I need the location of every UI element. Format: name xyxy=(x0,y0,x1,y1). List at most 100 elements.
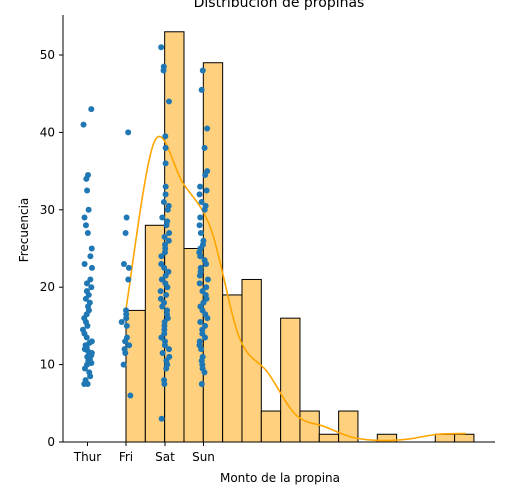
strip-point-sun xyxy=(196,272,203,279)
strip-point-sat xyxy=(162,272,169,279)
strip-point-sat xyxy=(164,206,171,213)
strip-point-sat xyxy=(163,365,170,372)
strip-point-sun xyxy=(204,276,211,283)
strip-point-sat xyxy=(162,144,169,151)
strip-point-sun xyxy=(198,346,205,353)
chart-title: Distribución de propinas xyxy=(194,0,365,11)
strip-points xyxy=(80,44,211,422)
strip-point-sun xyxy=(202,334,209,341)
strip-point-thur xyxy=(83,334,90,341)
histogram-bar xyxy=(202,62,224,443)
strip-point-sun xyxy=(203,260,210,267)
strip-point-fri xyxy=(120,260,127,267)
strip-point-sun xyxy=(203,187,210,194)
strip-point-sun xyxy=(198,380,205,387)
strip-point-sat xyxy=(161,380,168,387)
strip-point-sun xyxy=(201,206,208,213)
strip-point-sun xyxy=(196,222,203,229)
histogram-bar xyxy=(454,433,475,443)
histogram-bar xyxy=(299,410,320,443)
strip-point-sat xyxy=(159,303,166,310)
axes: 0 10 20 30 40 50 Thur Fri Sat Sun xyxy=(40,15,495,464)
strip-point-sat xyxy=(162,183,169,190)
strip-point-thur xyxy=(88,106,95,113)
strip-point-sat xyxy=(163,222,170,229)
strip-point-fri xyxy=(122,230,129,237)
histogram-bar xyxy=(434,433,456,443)
x-tick-label: Sat xyxy=(155,450,175,464)
histogram-bar xyxy=(241,278,262,443)
strip-point-fri xyxy=(125,129,132,136)
strip-point-thur xyxy=(82,222,89,229)
strip-point-fri xyxy=(123,322,130,329)
strip-point-sun xyxy=(197,319,204,326)
strip-point-thur xyxy=(88,245,95,252)
strip-point-thur xyxy=(81,365,88,372)
strip-point-sat xyxy=(162,133,169,140)
histogram-bar xyxy=(318,433,340,443)
strip-point-thur xyxy=(82,295,89,302)
strip-point-fri xyxy=(120,361,127,368)
strip-point-fri xyxy=(122,349,129,356)
x-axis-label: Monto de la propina xyxy=(220,471,340,485)
y-tick-label: 20 xyxy=(40,280,55,294)
strip-point-sun xyxy=(197,214,204,221)
strip-point-sun xyxy=(198,199,205,206)
x-tick-label: Thur xyxy=(73,450,102,464)
strip-point-sun xyxy=(203,284,210,291)
strip-point-sat xyxy=(162,191,169,198)
strip-point-thur xyxy=(81,214,88,221)
strip-point-thur xyxy=(85,206,92,213)
strip-point-sat xyxy=(160,67,167,74)
y-axis-label: Frecuencia xyxy=(17,198,31,263)
y-tick-label: 10 xyxy=(40,358,55,372)
strip-point-sat xyxy=(157,288,164,295)
strip-point-sun xyxy=(196,280,203,287)
strip-point-thur xyxy=(87,276,94,283)
strip-point-fri xyxy=(126,342,133,349)
strip-point-sat xyxy=(158,44,165,51)
strip-point-thur xyxy=(81,380,88,387)
x-tick-label: Fri xyxy=(119,450,133,464)
histogram-bar xyxy=(125,309,146,443)
histogram-bars xyxy=(125,31,475,443)
strip-point-fri xyxy=(123,214,130,221)
strip-point-fri xyxy=(125,276,132,283)
strip-point-sat xyxy=(159,214,166,221)
strip-point-sat xyxy=(158,276,165,283)
strip-point-sun xyxy=(199,67,206,74)
strip-point-thur xyxy=(88,284,95,291)
strip-point-sat xyxy=(164,284,171,291)
strip-point-sun xyxy=(204,315,211,322)
strip-point-sat xyxy=(166,230,173,237)
strip-point-fri xyxy=(125,264,132,271)
strip-point-sun xyxy=(204,125,211,132)
strip-point-thur xyxy=(87,253,94,260)
y-tick-label: 50 xyxy=(40,48,55,62)
strip-point-sat xyxy=(165,237,172,244)
x-tick-label: Sun xyxy=(192,450,215,464)
strip-point-thur xyxy=(88,264,95,271)
strip-point-sun xyxy=(201,369,208,376)
strip-point-fri xyxy=(127,392,134,399)
strip-point-sat xyxy=(159,349,166,356)
strip-point-sat xyxy=(160,199,167,206)
strip-point-sun xyxy=(197,230,204,237)
strip-point-sat xyxy=(158,253,165,260)
strip-point-sun xyxy=(198,86,205,93)
strip-point-sat xyxy=(162,160,169,167)
strip-point-thur xyxy=(80,121,87,128)
strip-point-sun xyxy=(197,183,204,190)
strip-point-thur xyxy=(84,230,91,237)
strip-point-sat xyxy=(161,264,168,271)
y-tick-label: 40 xyxy=(40,125,55,139)
strip-point-thur xyxy=(87,373,94,380)
strip-point-thur xyxy=(84,187,91,194)
y-tick-label: 0 xyxy=(47,435,55,449)
strip-point-fri xyxy=(123,315,130,322)
strip-point-sat xyxy=(165,98,172,105)
histogram-bar xyxy=(280,317,301,443)
strip-point-thur xyxy=(83,175,90,182)
strip-point-sat xyxy=(161,249,168,256)
